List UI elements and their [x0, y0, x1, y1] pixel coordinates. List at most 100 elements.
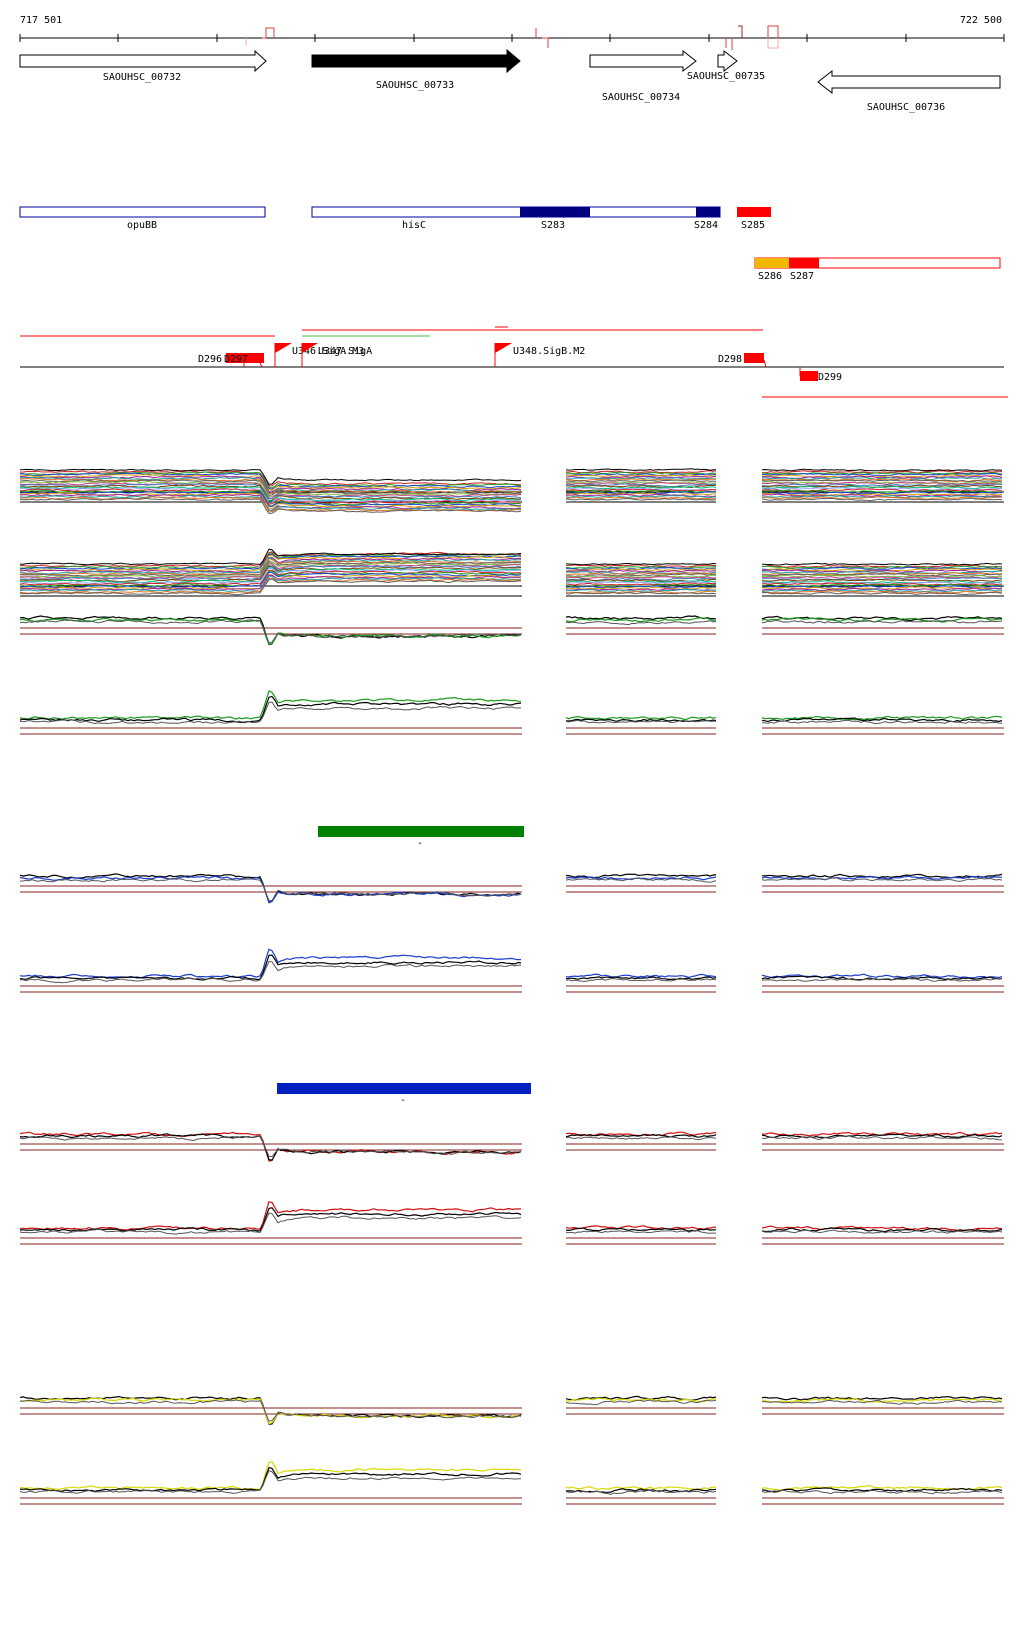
- expression-trace: [565, 1227, 717, 1232]
- segment-s283[interactable]: [520, 207, 590, 217]
- expression-trace: [565, 568, 717, 572]
- segment-s286[interactable]: [755, 258, 789, 268]
- gene-saouhsc-00732[interactable]: SAOUHSC_00732: [19, 49, 267, 83]
- expression-trace: [19, 553, 522, 570]
- expression-trace: [19, 695, 522, 724]
- expression-trace: [761, 570, 1003, 575]
- expression-trace: [761, 617, 1003, 623]
- expression-trace: [19, 1399, 522, 1422]
- expression-trace: [761, 615, 1003, 622]
- expression-trace: [761, 877, 1003, 882]
- expression-trace: [761, 496, 1003, 500]
- segment-label: S283: [541, 220, 565, 231]
- feature-opubb[interactable]: [19, 206, 266, 218]
- expression-trace: [19, 492, 522, 510]
- expression-trace: [19, 569, 521, 586]
- expression-trace: [19, 1395, 522, 1425]
- expression-trace: [19, 701, 522, 725]
- expression-trace: [761, 575, 1002, 580]
- gene-saouhsc-00734[interactable]: SAOUHSC_00734: [589, 49, 697, 103]
- blue-region-bar[interactable]: [277, 1083, 531, 1094]
- expression-trace: [565, 719, 717, 724]
- feature-track: opuBB hisC S283 S284 S285 S286 S287: [19, 206, 1001, 282]
- expression-trace: [565, 478, 717, 482]
- end-coordinate: 722 500: [960, 15, 1002, 26]
- expression-trace: [20, 1397, 522, 1425]
- expression-trace: [761, 875, 1003, 881]
- expression-trace: [565, 493, 717, 498]
- expression-trace: [565, 481, 716, 484]
- segment-s285[interactable]: [737, 207, 771, 217]
- expression-trace: [19, 1461, 522, 1491]
- expression-trace: [565, 715, 717, 721]
- expression-trace: [565, 976, 717, 980]
- feature-label: hisC: [402, 220, 426, 231]
- green-region-bar[interactable]: [318, 826, 524, 837]
- expression-trace: [762, 489, 1002, 494]
- expression-trace: [19, 567, 521, 585]
- expression-trace: [566, 581, 717, 584]
- expression-trace: [761, 1135, 1003, 1141]
- expression-trace: [761, 481, 1003, 485]
- expression-trace: [761, 715, 1003, 721]
- expression-trace: [565, 471, 717, 475]
- promoter-u347[interactable]: [301, 343, 318, 367]
- feature-label: opuBB: [127, 220, 157, 231]
- gene-label: SAOUHSC_00733: [376, 80, 454, 91]
- expression-trace: [19, 491, 521, 508]
- expression-trace: [565, 1136, 717, 1141]
- expression-trace: [19, 468, 522, 485]
- segment-s287[interactable]: [789, 258, 819, 268]
- expression-trace: [762, 583, 1003, 587]
- expression-trace: [565, 574, 717, 578]
- gene-saouhsc-00736[interactable]: SAOUHSC_00736: [817, 69, 1001, 113]
- terminator-d296-d297[interactable]: [226, 353, 264, 363]
- expression-trace: [565, 479, 717, 483]
- expression-trace: [565, 496, 717, 500]
- expression-trace: [20, 489, 522, 507]
- segment-label: S286: [758, 271, 782, 282]
- expression-trace: [19, 877, 522, 902]
- expression-trace: [761, 479, 1003, 483]
- expression-trace: [565, 474, 717, 478]
- regulatory-track: D296 D297 U346.SigA.M3 U347.SigA U348.Si…: [20, 326, 1008, 398]
- expression-trace: [761, 587, 1003, 591]
- expression-trace: [19, 479, 522, 496]
- expression-trace: [761, 478, 1002, 482]
- segment-s284[interactable]: [696, 207, 720, 217]
- expression-trace: [761, 483, 1003, 487]
- expression-trace: [761, 1399, 1003, 1405]
- expression-trace: [19, 578, 522, 596]
- expression-trace: [761, 572, 1003, 576]
- expression-trace: [565, 566, 717, 571]
- expression-trace: [565, 1488, 717, 1493]
- segment-label: S287: [790, 271, 814, 282]
- expression-trace: [761, 619, 1003, 624]
- terminator-d298[interactable]: [744, 353, 764, 363]
- expression-trace: [761, 717, 1003, 723]
- coordinate-ruler: 717 501 722 500: [19, 15, 1005, 50]
- segment-label: S284: [694, 220, 718, 231]
- expression-trace: [761, 491, 1003, 495]
- terminator-d299[interactable]: [799, 367, 818, 381]
- expression-trace: [565, 497, 717, 501]
- expression-trace: [19, 473, 522, 491]
- expression-trace: [566, 483, 717, 487]
- gene-label: SAOUHSC_00736: [867, 102, 945, 113]
- expression-trace: [566, 470, 717, 474]
- gene-saouhsc-00735[interactable]: SAOUHSC_00735: [687, 49, 765, 82]
- expression-trace: [565, 564, 717, 568]
- expression-trace: [761, 1229, 1003, 1234]
- expression-trace: [565, 573, 717, 577]
- promoter-u348[interactable]: [494, 343, 512, 367]
- expression-trace: [19, 690, 522, 720]
- expression-trace: [19, 480, 522, 498]
- expression-trace: [19, 574, 522, 590]
- gene-saouhsc-00733[interactable]: SAOUHSC_00733: [311, 48, 521, 91]
- expression-trace: [19, 562, 522, 580]
- expression-trace: [761, 468, 1003, 472]
- feature-hisc[interactable]: [311, 206, 721, 218]
- expression-trace: [565, 1486, 717, 1491]
- promoter-u346[interactable]: [274, 343, 292, 367]
- expression-trace: [565, 877, 717, 883]
